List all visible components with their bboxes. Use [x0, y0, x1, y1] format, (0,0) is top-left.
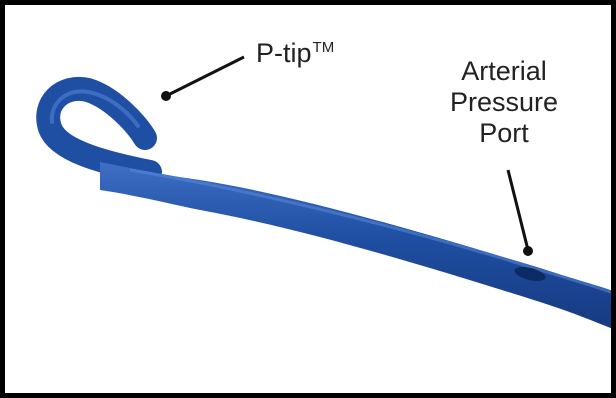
- port-label-line-3: Port: [479, 118, 529, 148]
- trademark-mark: TM: [312, 39, 335, 56]
- port-leader-dot: [523, 246, 533, 256]
- port-label-line-2: Pressure: [449, 87, 559, 117]
- catheter-pigtail-highlight: [49, 89, 140, 128]
- catheter-shaft-highlight: [129, 168, 611, 294]
- arterial-pressure-port-label: Arterial Pressure Port: [429, 56, 579, 149]
- port-label-line-1: Arterial: [461, 56, 547, 86]
- port-leader-line: [506, 169, 530, 251]
- ptip-label-text: P-tip: [256, 38, 312, 68]
- ptip-label: P-tipTM: [256, 38, 335, 69]
- ptip-leader-dot: [161, 91, 171, 101]
- arterial-pressure-port-hole: [514, 267, 546, 281]
- catheter-pigtail: [36, 76, 162, 184]
- catheter-illustration: [36, 55, 611, 329]
- ptip-leader-line: [167, 55, 245, 97]
- catheter-shaft: [100, 162, 611, 329]
